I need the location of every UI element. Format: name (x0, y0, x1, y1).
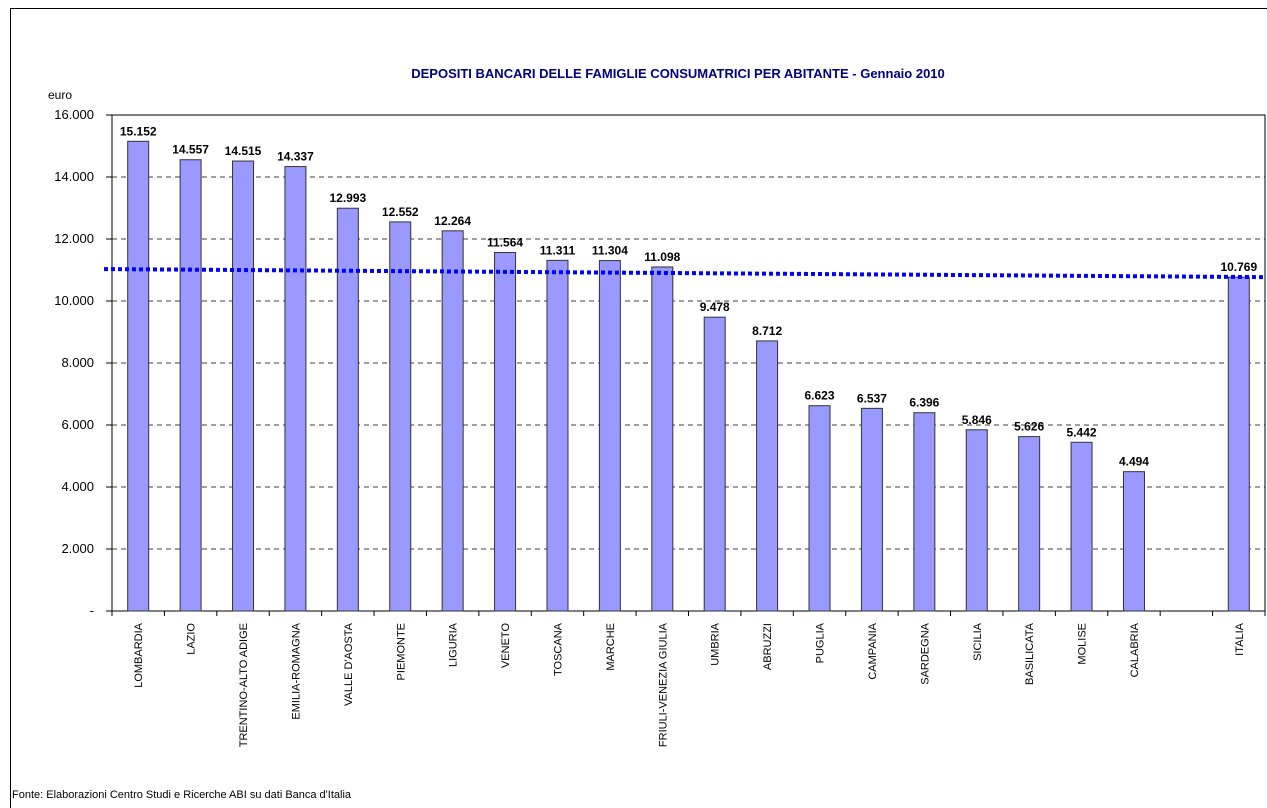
value-label: 6.623 (805, 389, 835, 403)
y-tick-label: - (90, 603, 94, 618)
value-label: 9.478 (700, 300, 730, 314)
value-label: 14.337 (277, 150, 314, 164)
source-note: Fonte: Elaborazioni Centro Studi e Ricer… (12, 789, 352, 801)
bar (441, 230, 464, 612)
bar (336, 207, 359, 612)
value-label: 10.769 (1220, 260, 1257, 274)
y-tick-label: 6.000 (61, 417, 94, 432)
x-tick-label: SARDEGNA (919, 622, 931, 684)
x-tick-label: BASILICATA (1024, 622, 1036, 685)
y-tick-label: 10.000 (54, 293, 94, 308)
y-tick-label: 2.000 (61, 541, 94, 556)
x-tick-label: MOLISE (1077, 623, 1089, 665)
value-label: 11.564 (487, 236, 523, 250)
y-axis-label: euro (48, 88, 72, 102)
bar (494, 252, 517, 612)
bar (389, 221, 412, 612)
bar (651, 266, 674, 612)
reference-line (103, 267, 1266, 280)
x-tick-label: TOSCANA (552, 622, 564, 676)
bar (1070, 441, 1093, 612)
value-label: 11.304 (592, 244, 628, 258)
bar (965, 429, 988, 612)
bar (232, 160, 255, 612)
x-tick-label: CAMPANIA (867, 622, 879, 679)
value-label: 5.846 (962, 413, 992, 427)
bar (127, 140, 150, 612)
value-label: 8.712 (752, 324, 782, 338)
value-label: 5.626 (1014, 420, 1044, 434)
bar (756, 340, 779, 612)
bar (179, 159, 202, 612)
y-tick-label: 16.000 (54, 107, 94, 122)
y-tick-label: 8.000 (61, 355, 94, 370)
x-tick-label: VALLE D'AOSTA (343, 622, 355, 706)
y-tick-label: 14.000 (54, 169, 94, 184)
value-label: 12.993 (329, 191, 366, 205)
x-tick-label: EMILIA-ROMAGNA (290, 622, 302, 719)
bar (860, 407, 883, 612)
x-tick-label: LAZIO (186, 623, 198, 655)
x-tick-label: FRIULI-VENEZIA GIULIA (657, 622, 669, 747)
value-label: 15.152 (120, 124, 157, 138)
value-label: 14.515 (225, 144, 262, 158)
bar (284, 166, 307, 612)
value-label: 5.442 (1067, 425, 1097, 439)
x-tick-label: CALABRIA (1129, 622, 1141, 677)
value-label: 6.396 (909, 396, 939, 410)
x-tick-label: LOMBARDIA (133, 622, 145, 687)
bar (913, 412, 936, 612)
x-tick-label: LIGURIA (448, 622, 460, 667)
x-tick-label: VENETO (500, 623, 512, 668)
chart-frame (10, 8, 1267, 808)
bar (546, 259, 569, 612)
bar (1018, 436, 1041, 612)
value-label: 11.098 (644, 250, 680, 264)
value-label: 11.311 (540, 243, 576, 257)
x-tick-label: TRENTINO-ALTO ADIGE (238, 623, 250, 747)
bar (1227, 276, 1250, 612)
y-tick-label: 12.000 (54, 231, 94, 246)
x-tick-label: SICILIA (972, 622, 984, 661)
bar (703, 316, 726, 612)
x-tick-label: MARCHE (605, 623, 617, 671)
chart-title: DEPOSITI BANCARI DELLE FAMIGLIE CONSUMAT… (411, 66, 945, 81)
x-tick-label: ABRUZZI (762, 623, 774, 670)
value-label: 12.264 (434, 214, 471, 228)
value-label: 14.557 (172, 143, 209, 157)
x-tick-label: PIEMONTE (395, 623, 407, 680)
bar (808, 405, 831, 612)
value-label: 12.552 (382, 205, 419, 219)
x-tick-label: PUGLIA (815, 622, 827, 663)
value-label: 4.494 (1119, 455, 1149, 469)
bar (598, 260, 621, 612)
x-tick-label: ITALIA (1234, 622, 1246, 655)
value-label: 6.537 (857, 391, 887, 405)
bar (1122, 471, 1145, 612)
x-tick-label: UMBRIA (710, 622, 722, 665)
y-tick-label: 4.000 (61, 479, 94, 494)
